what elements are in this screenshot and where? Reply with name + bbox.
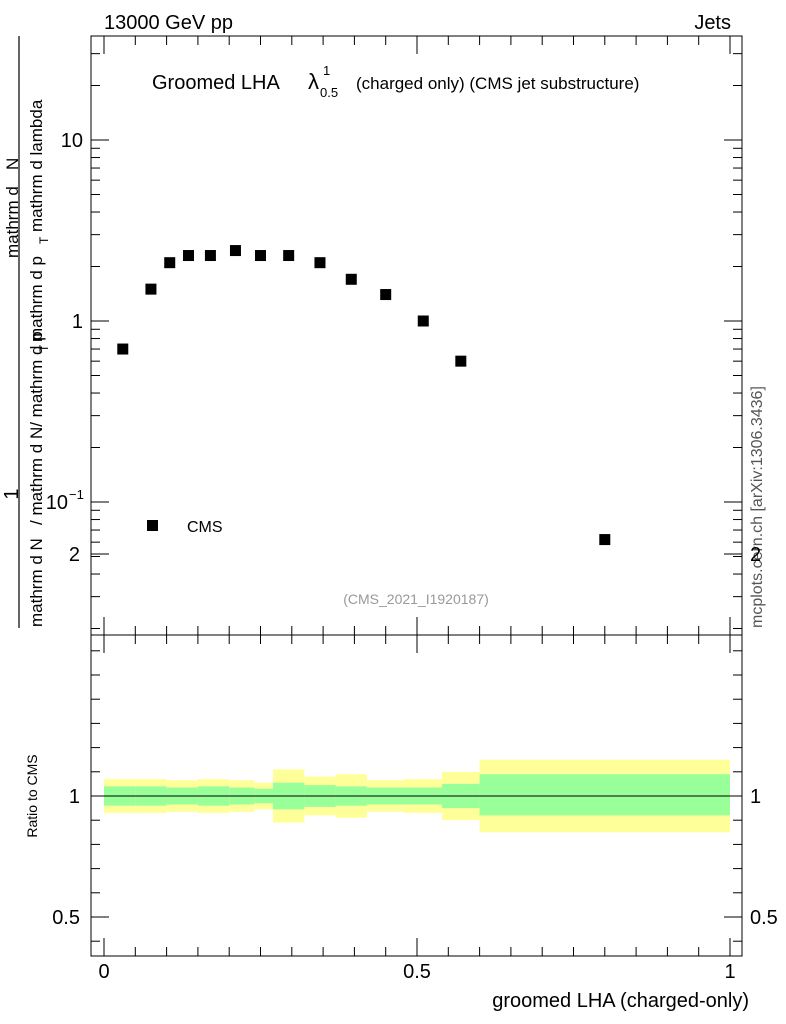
ratio-ytick-label-right: 2: [750, 544, 761, 566]
plot-title: Groomed LHA λ 1 0.5 (charged only) (CMS …: [152, 63, 639, 100]
ylabel-den-part2: / mathrm d N/ mathrm d p: [27, 331, 46, 525]
ratio-marks: [104, 759, 730, 833]
legend-marker-cms: [147, 520, 158, 531]
data-point-cms: [380, 289, 392, 301]
ylabel-numerator: 1: [1, 488, 23, 499]
main-ytick-label: 10: [46, 492, 68, 514]
main-ytick-label-exponent: −1: [69, 487, 84, 502]
main-marks: [117, 245, 611, 546]
data-point-cms: [204, 250, 216, 262]
title-prefix: Groomed LHA: [152, 72, 280, 94]
main-ytick-label: 10: [61, 130, 83, 152]
ratio-ytick-label-left: 1: [69, 786, 80, 808]
data-point-cms: [229, 245, 241, 257]
main-frame: [90, 35, 743, 636]
ratio-band-inner: [479, 774, 730, 816]
xtick-label: 0.5: [403, 961, 431, 983]
title-suffix: (charged only) (CMS jet substructure): [356, 74, 639, 93]
category-label: Jets: [694, 12, 731, 34]
ratio-ticks: 2 2 1 1 0.5 0.5 0 0.5 1: [52, 544, 778, 983]
mcplots-credit-label: mcplots.cern.ch [arXiv:1306.3436]: [749, 386, 766, 628]
data-point-cms: [455, 355, 467, 367]
ratio-ytick-label-left: 0.5: [52, 907, 80, 929]
data-point-cms: [183, 250, 195, 262]
ratio-ytick-label-right: 1: [750, 786, 761, 808]
data-point-cms: [145, 283, 157, 295]
ylabel-den-part4: mathrm d lambda: [27, 99, 46, 232]
ylabel-num-part2: N: [3, 158, 22, 170]
ylabel-den-sub: T: [37, 344, 51, 352]
ratio-ylabel: Ratio to CMS: [24, 754, 40, 837]
data-point-cms: [255, 250, 266, 262]
ylabel-num-part1: mathrm d: [3, 186, 22, 258]
data-point-cms: [164, 257, 176, 269]
analysis-id-label: (CMS_2021_I1920187): [343, 591, 489, 607]
xlabel: groomed LHA (charged-only): [492, 990, 749, 1012]
main-ytick-label: 1: [72, 311, 83, 333]
ylabel-den-part1: mathrm d N: [27, 538, 46, 627]
ratio-ytick-label-left: 2: [69, 544, 80, 566]
data-point-cms: [117, 343, 129, 355]
data-point-cms: [283, 250, 295, 262]
xtick-label: 1: [724, 961, 735, 983]
title-superscript: 1: [323, 63, 330, 78]
title-symbol: λ: [308, 69, 319, 94]
ratio-panel: 2 2 1 1 0.5 0.5 0 0.5 1 Ratio to CMS groomed LHA…: [24, 544, 778, 1012]
legend: CMS: [147, 519, 223, 536]
title-subscript: 0.5: [320, 85, 338, 100]
main-ylabel: 1 mathrm d N / mathrm d N/ mathrm d p T …: [1, 36, 51, 628]
data-point-cms: [599, 534, 611, 546]
data-point-cms: [314, 257, 326, 269]
xtick-label: 0: [98, 961, 109, 983]
ylabel-den-part3: mathrm d p: [27, 256, 46, 342]
data-point-cms: [345, 273, 357, 285]
legend-label-cms: CMS: [187, 519, 223, 536]
data-point-cms: [417, 315, 429, 327]
ylabel-den-sub-2: T: [37, 236, 51, 244]
ratio-ytick-label-right: 0.5: [750, 907, 778, 929]
energy-label: 13000 GeV pp: [104, 12, 233, 34]
